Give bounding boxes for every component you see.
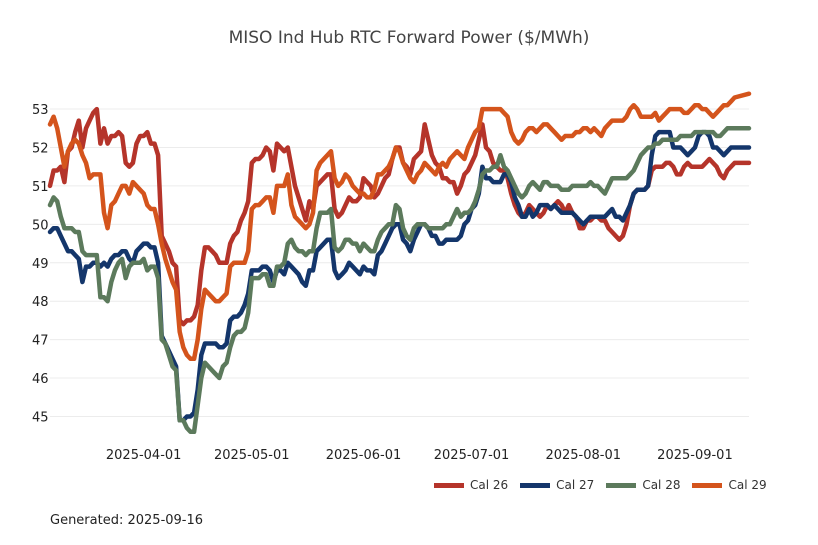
gridlines: [50, 108, 749, 417]
x-axis: 2025-04-01 2025-05-01 2025-06-01 2025-07-01…: [106, 448, 733, 463]
legend-swatch-cal-28: [606, 482, 637, 488]
y-tick-label-48: 48: [32, 295, 49, 310]
y-tick-label-49: 49: [32, 257, 49, 272]
legend-item-cal-27: Cal 27: [520, 478, 594, 492]
y-tick-label-53: 53: [32, 103, 49, 118]
legend-label-cal-28: Cal 28: [642, 478, 681, 492]
legend-label-cal-26: Cal 26: [470, 478, 509, 492]
x-tick-label-2025-08-01: 2025-08-01: [545, 448, 621, 463]
legend-swatch-cal-29: [692, 482, 723, 488]
legend-item-cal-29: Cal 29: [692, 478, 767, 492]
y-tick-label-52: 52: [32, 141, 49, 156]
x-tick-label-2025-04-01: 2025-04-01: [106, 448, 182, 463]
legend-item-cal-26: Cal 26: [434, 478, 508, 492]
legend-label-cal-29: Cal 29: [728, 478, 767, 492]
series-line-cal-28: [47, 126, 752, 435]
y-tick-label-47: 47: [32, 334, 49, 349]
legend-swatch-cal-26: [434, 482, 464, 488]
series-lines: [47, 91, 752, 435]
x-tick-label-2025-09-01: 2025-09-01: [657, 448, 733, 463]
y-axis: 45 46 47 48 49 50 51 52 53: [32, 103, 49, 425]
x-tick-label-2025-06-01: 2025-06-01: [326, 448, 402, 463]
legend-swatch-cal-27: [520, 482, 551, 488]
legend-label-cal-27: Cal 27: [556, 478, 595, 492]
y-tick-label-46: 46: [32, 372, 49, 387]
x-tick-label-2025-07-01: 2025-07-01: [434, 448, 510, 463]
legend: Cal 26 Cal 27 Cal 28 Cal 29: [434, 478, 767, 492]
y-tick-label-51: 51: [32, 180, 49, 195]
legend-item-cal-28: Cal 28: [606, 478, 680, 492]
series-line-cal-29: [47, 91, 752, 362]
chart-title: MISO Ind Hub RTC Forward Power ($/MWh): [228, 28, 590, 48]
series-line-cal-27: [47, 129, 752, 423]
y-tick-label-50: 50: [32, 218, 49, 233]
y-tick-label-45: 45: [32, 410, 49, 425]
x-tick-label-2025-05-01: 2025-05-01: [214, 448, 290, 463]
generated-date: Generated: 2025-09-16: [50, 513, 204, 528]
